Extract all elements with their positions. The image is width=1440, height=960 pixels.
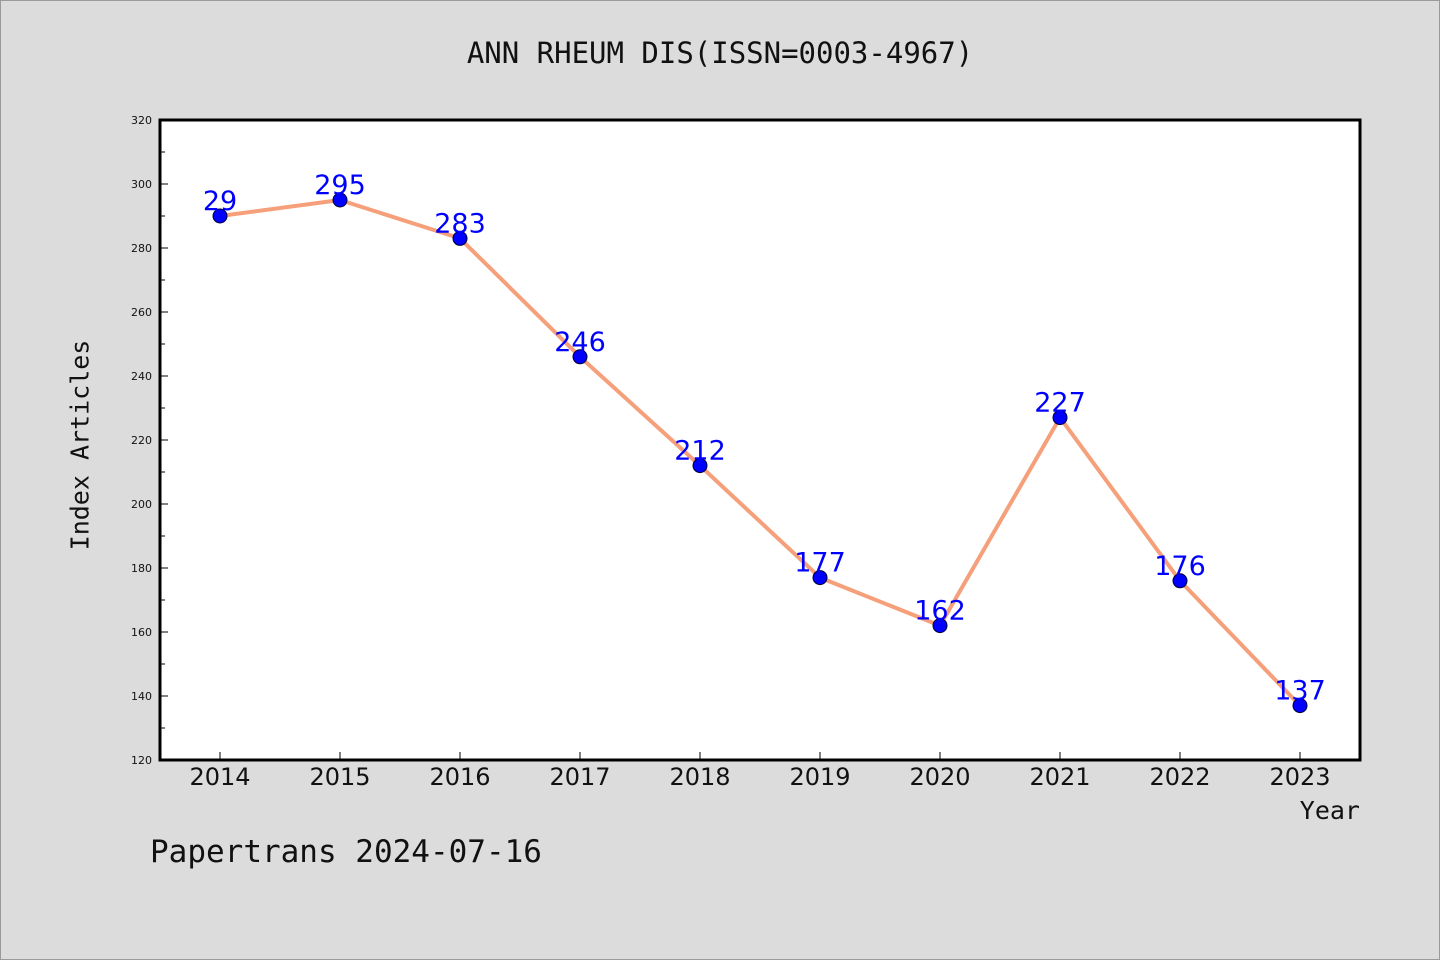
data-label: 137 (1274, 676, 1326, 707)
x-tick-label: 2020 (909, 763, 970, 791)
y-axis-ticks: 120 140 160 180 200 220 240 260 280 300 320 (131, 114, 168, 767)
x-axis-label: Year (1299, 796, 1360, 825)
footer-credit: Papertrans 2024-07-16 (150, 834, 542, 870)
y-tick-label: 160 (131, 626, 152, 639)
data-point (212, 208, 228, 224)
y-tick-label: 300 (131, 178, 152, 191)
data-point (332, 192, 348, 208)
x-tick-label: 2017 (549, 763, 610, 791)
series-line (219, 198, 1302, 707)
data-label: 227 (1034, 388, 1086, 419)
x-axis-ticks: 2014 2015 2016 2017 2018 2019 2020 2021 2022 2023 (189, 752, 1331, 791)
x-tick-label: 2018 (669, 763, 730, 791)
y-tick-label: 200 (131, 498, 152, 511)
data-point (572, 349, 588, 365)
x-tick-label: 2014 (189, 763, 250, 791)
data-point (1172, 573, 1188, 589)
x-tick-label: 2015 (309, 763, 370, 791)
y-tick-label: 180 (131, 562, 152, 575)
y-tick-label: 140 (131, 690, 152, 703)
x-tick-label: 2022 (1149, 763, 1210, 791)
data-point (692, 458, 708, 474)
data-point (932, 618, 948, 634)
y-tick-label: 320 (131, 114, 152, 127)
data-markers (212, 192, 1308, 714)
y-tick-label: 280 (131, 242, 152, 255)
data-label: 283 (434, 208, 486, 239)
data-label: 177 (794, 548, 846, 579)
data-label: 29 (203, 186, 237, 217)
x-tick-label: 2019 (789, 763, 850, 791)
x-tick-label: 2016 (429, 763, 490, 791)
data-label: 176 (1154, 551, 1206, 582)
x-tick-label: 2023 (1269, 763, 1330, 791)
data-label: 246 (554, 327, 606, 358)
data-point (812, 570, 828, 586)
data-label: 295 (314, 170, 366, 201)
x-tick-label: 2021 (1029, 763, 1090, 791)
data-label: 212 (674, 436, 726, 467)
chart-title: ANN RHEUM DIS(ISSN=0003-4967) (466, 36, 974, 70)
y-tick-label: 260 (131, 306, 152, 319)
data-point (1052, 410, 1068, 426)
y-tick-label: 220 (131, 434, 152, 447)
data-label: 162 (914, 596, 966, 627)
data-point (1292, 698, 1308, 714)
y-tick-label: 120 (131, 754, 152, 767)
data-labels: 29 295 283 246 212 177 162 227 176 137 (203, 170, 1326, 707)
data-point (452, 230, 468, 246)
plot-area (158, 118, 1362, 762)
y-tick-label: 240 (131, 370, 152, 383)
